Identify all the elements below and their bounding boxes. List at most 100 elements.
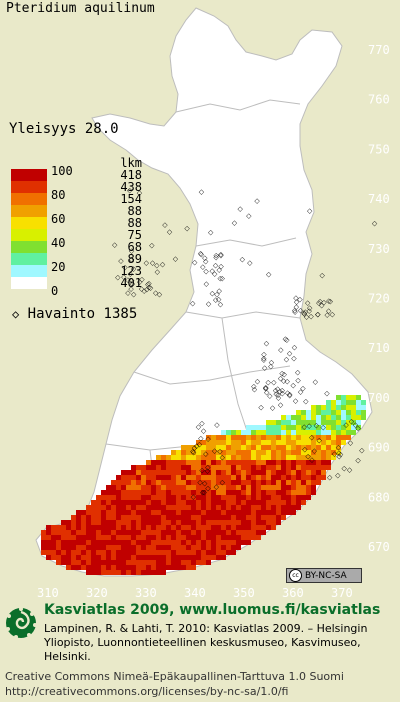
svg-text:◇: ◇ (218, 300, 224, 308)
svg-text:◇: ◇ (198, 250, 204, 258)
svg-text:◇: ◇ (167, 228, 173, 236)
cc-badge-label: BY-NC-SA (305, 570, 347, 581)
svg-text:◇: ◇ (280, 390, 286, 398)
legend-swatch (11, 205, 47, 217)
svg-text:◇: ◇ (293, 294, 299, 302)
svg-text:◇: ◇ (213, 262, 219, 270)
svg-text:◇: ◇ (212, 447, 218, 455)
svg-text:◇: ◇ (274, 390, 280, 398)
legend-count: 89 (127, 252, 142, 266)
svg-text:◇: ◇ (150, 259, 156, 267)
svg-text:◇: ◇ (302, 310, 308, 318)
svg-text:◇: ◇ (317, 298, 323, 306)
atlas-title-link[interactable]: Kasviatlas 2009, www.luomus.fi/kasviatla… (44, 602, 381, 618)
svg-text:◇: ◇ (130, 280, 136, 288)
svg-text:◇: ◇ (246, 212, 252, 220)
svg-text:◇: ◇ (203, 257, 209, 265)
legend-count: 68 (127, 240, 142, 254)
latitude-label: 670 (368, 540, 390, 554)
svg-text:◇: ◇ (213, 296, 219, 304)
longitude-label: 320 (86, 586, 108, 600)
svg-text:◇: ◇ (275, 385, 281, 393)
svg-text:◇: ◇ (353, 421, 359, 429)
svg-text:◇: ◇ (218, 262, 224, 270)
svg-text:◇: ◇ (343, 421, 349, 429)
svg-text:◇: ◇ (184, 224, 190, 232)
legend-swatch (11, 265, 47, 277)
svg-text:◇: ◇ (280, 386, 286, 394)
latitude-label: 690 (368, 441, 390, 455)
cc-license-badge[interactable]: cc BY-NC-SA (286, 568, 362, 583)
svg-text:◇: ◇ (204, 280, 210, 288)
svg-text:◇: ◇ (332, 450, 338, 458)
legend-swatch (11, 253, 47, 265)
svg-text:◇: ◇ (205, 484, 211, 492)
svg-text:◇: ◇ (297, 296, 303, 304)
svg-text:◇: ◇ (213, 254, 219, 262)
svg-text:◇: ◇ (214, 291, 220, 299)
svg-text:◇: ◇ (154, 261, 160, 269)
svg-text:◇: ◇ (217, 274, 223, 282)
svg-text:◇: ◇ (282, 371, 288, 379)
svg-text:◇: ◇ (199, 467, 205, 475)
svg-text:◇: ◇ (198, 435, 204, 443)
svg-text:◇: ◇ (144, 259, 150, 267)
legend-swatch (11, 277, 47, 289)
svg-text:◇: ◇ (307, 304, 313, 312)
latitude-label: 720 (368, 292, 390, 306)
svg-text:◇: ◇ (220, 478, 226, 486)
longitude-label: 370 (331, 586, 353, 600)
svg-text:◇: ◇ (199, 419, 205, 427)
latitude-label: 710 (368, 341, 390, 355)
svg-text:◇: ◇ (200, 488, 206, 496)
svg-text:◇: ◇ (309, 434, 315, 442)
svg-text:◇: ◇ (372, 220, 378, 228)
svg-text:◇: ◇ (278, 375, 284, 383)
svg-text:◇: ◇ (139, 285, 145, 293)
svg-text:◇: ◇ (129, 256, 135, 264)
svg-text:◇: ◇ (321, 424, 327, 432)
svg-text:◇: ◇ (128, 270, 134, 278)
svg-text:◇: ◇ (279, 369, 285, 377)
svg-text:◇: ◇ (190, 448, 196, 456)
svg-text:◇: ◇ (205, 467, 211, 475)
svg-text:◇: ◇ (202, 489, 208, 497)
svg-text:◇: ◇ (287, 391, 293, 399)
latitude-label: 740 (368, 192, 390, 206)
svg-text:◇: ◇ (264, 339, 270, 347)
legend-count-header: lkm (120, 156, 142, 170)
svg-text:◇: ◇ (359, 447, 365, 455)
svg-text:◇: ◇ (205, 463, 211, 471)
svg-text:◇: ◇ (258, 403, 264, 411)
svg-text:◇: ◇ (217, 447, 223, 455)
svg-text:◇: ◇ (264, 389, 270, 397)
svg-text:◇: ◇ (218, 251, 224, 259)
svg-text:◇: ◇ (212, 270, 218, 278)
svg-text:◇: ◇ (129, 276, 135, 284)
svg-text:◇: ◇ (316, 299, 322, 307)
svg-text:◇: ◇ (191, 493, 197, 501)
svg-text:◇: ◇ (313, 378, 319, 386)
svg-text:◇: ◇ (197, 441, 203, 449)
legend-count: 75 (127, 228, 142, 242)
svg-text:◇: ◇ (292, 344, 298, 352)
svg-text:◇: ◇ (355, 457, 361, 465)
svg-text:◇: ◇ (300, 385, 306, 393)
svg-text:◇: ◇ (190, 300, 196, 308)
svg-text:◇: ◇ (247, 259, 253, 267)
legend-count: 401 (120, 276, 142, 290)
latitude-label: 760 (368, 93, 390, 107)
svg-text:◇: ◇ (305, 453, 311, 461)
svg-text:◇: ◇ (214, 483, 220, 491)
legend-class-label: 20 (51, 260, 66, 274)
legend-swatch (11, 217, 47, 229)
svg-text:◇: ◇ (336, 453, 342, 461)
svg-text:◇: ◇ (206, 300, 212, 308)
svg-text:◇: ◇ (232, 219, 238, 227)
svg-text:◇: ◇ (315, 310, 321, 318)
kasviatlas-logo-icon (6, 607, 37, 639)
svg-text:◇: ◇ (155, 268, 161, 276)
svg-text:◇: ◇ (336, 443, 342, 451)
svg-text:◇: ◇ (324, 389, 330, 397)
svg-text:◇: ◇ (298, 307, 304, 315)
